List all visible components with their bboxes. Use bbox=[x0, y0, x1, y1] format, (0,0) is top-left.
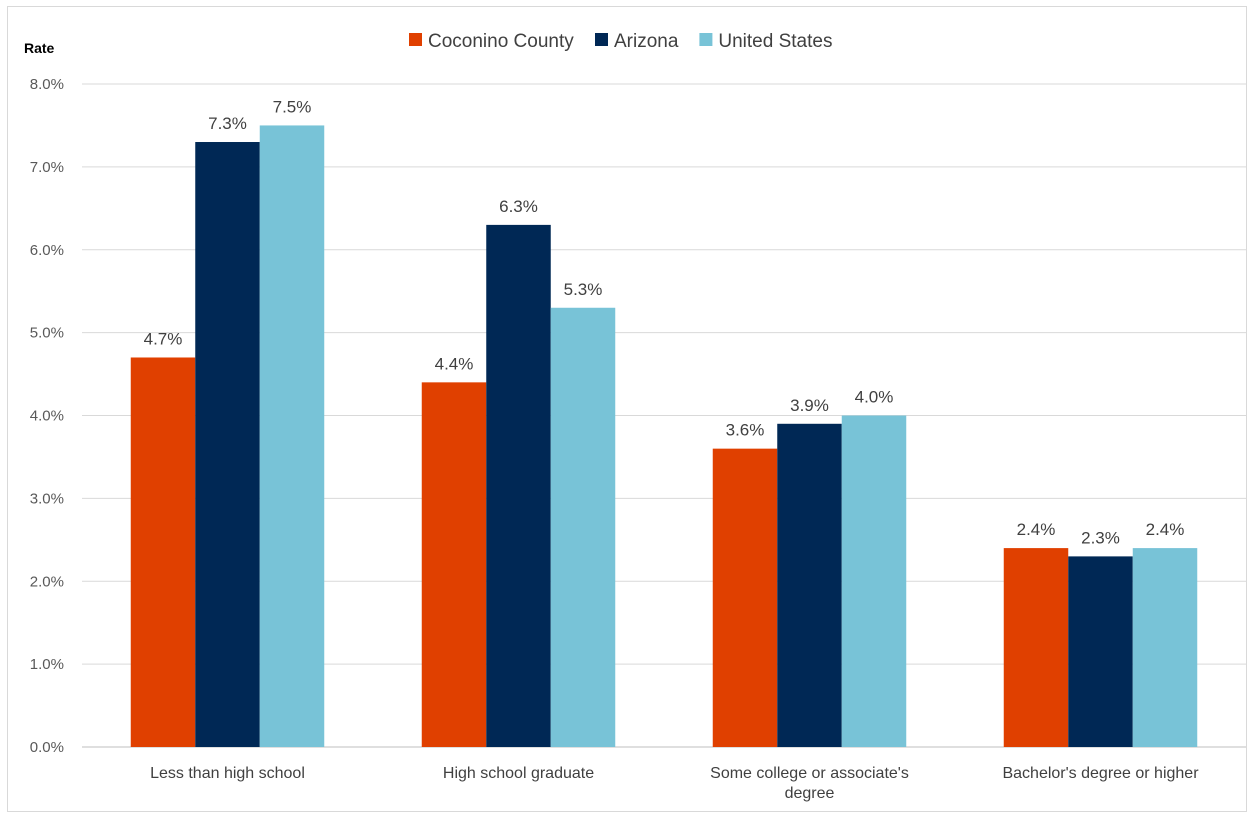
x-category-label: High school graduate bbox=[443, 765, 594, 782]
y-axis-label: Rate bbox=[24, 40, 55, 56]
legend-label: Arizona bbox=[614, 31, 679, 52]
x-category-label: Some college or associate's bbox=[710, 765, 909, 782]
bar bbox=[550, 307, 616, 747]
data-label: 6.3% bbox=[499, 197, 538, 216]
bar bbox=[777, 423, 842, 747]
data-label: 7.5% bbox=[273, 97, 312, 116]
x-category-label: degree bbox=[785, 785, 835, 802]
y-tick-label: 1.0% bbox=[30, 656, 64, 673]
legend-label: Coconino County bbox=[428, 31, 574, 52]
data-label: 3.6% bbox=[726, 421, 765, 440]
bar bbox=[1068, 556, 1133, 747]
legend-label: United States bbox=[718, 31, 832, 52]
data-label: 4.7% bbox=[144, 329, 183, 348]
bar bbox=[130, 357, 196, 747]
bar bbox=[421, 382, 487, 747]
x-category-label: Bachelor's degree or higher bbox=[1002, 765, 1199, 782]
y-tick-label: 5.0% bbox=[30, 325, 64, 342]
y-tick-label: 3.0% bbox=[30, 490, 64, 507]
y-tick-label: 2.0% bbox=[30, 573, 64, 590]
bars bbox=[130, 125, 1198, 747]
data-label: 2.4% bbox=[1017, 520, 1056, 539]
y-tick-label: 7.0% bbox=[30, 159, 64, 176]
data-label: 7.3% bbox=[208, 114, 247, 133]
data-label: 2.4% bbox=[1146, 520, 1185, 539]
data-label: 2.3% bbox=[1081, 528, 1120, 547]
y-tick-label: 4.0% bbox=[30, 408, 64, 425]
y-tick-label: 6.0% bbox=[30, 242, 64, 259]
data-label: 4.0% bbox=[855, 388, 894, 407]
data-labels: 4.7% 7.3% 7.5% 4.4% 6.3% 5.3% 3.6% 3.9% 4.0% 2.4%… bbox=[144, 97, 1185, 547]
legend-swatch bbox=[699, 33, 713, 46]
legend-swatch bbox=[409, 33, 422, 46]
bar bbox=[195, 142, 260, 747]
bar bbox=[486, 224, 551, 747]
y-tick-labels: 0.0% 1.0% 2.0% 3.0% 4.0% 5.0% 6.0% 7.0% 8.0% bbox=[30, 76, 64, 756]
y-tick-label: 8.0% bbox=[30, 76, 64, 93]
bar bbox=[1132, 548, 1198, 747]
legend: Coconino County Arizona United States bbox=[409, 31, 832, 52]
legend-swatch bbox=[595, 33, 608, 46]
bar bbox=[841, 415, 907, 747]
data-label: 4.4% bbox=[435, 354, 474, 373]
bar bbox=[259, 125, 325, 747]
x-category-labels: Less than high school High school graduat… bbox=[150, 765, 1199, 802]
data-label: 5.3% bbox=[564, 280, 603, 299]
bar bbox=[1003, 548, 1069, 747]
y-tick-label: 0.0% bbox=[30, 739, 64, 756]
data-label: 3.9% bbox=[790, 396, 829, 415]
x-category-label: Less than high school bbox=[150, 765, 305, 782]
bar bbox=[712, 448, 778, 747]
